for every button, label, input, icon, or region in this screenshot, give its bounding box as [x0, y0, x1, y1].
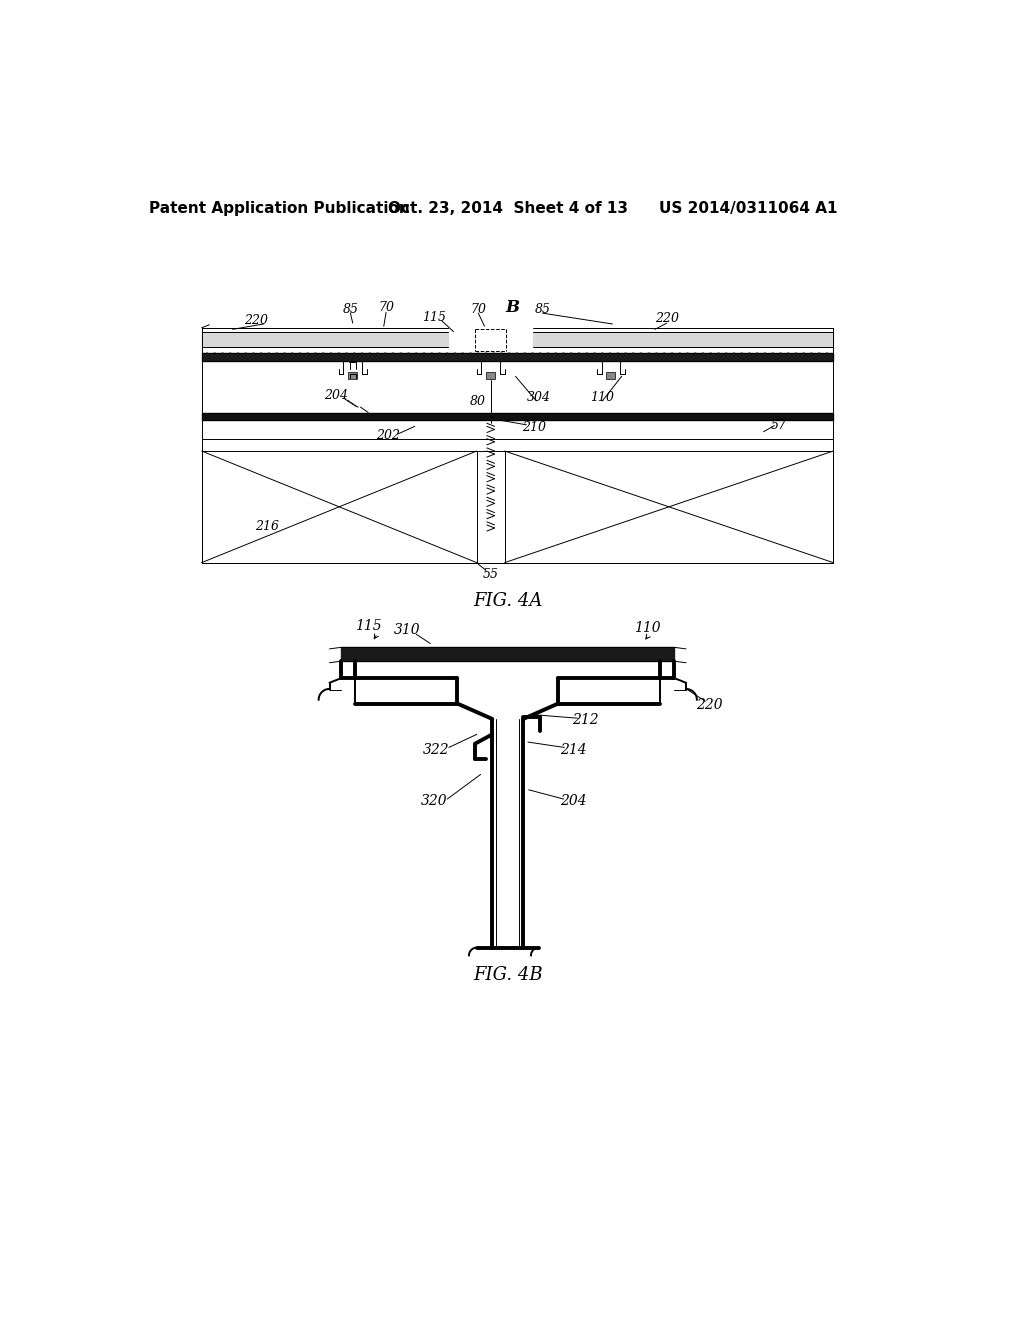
Text: 110: 110	[634, 622, 660, 635]
Text: 310: 310	[393, 623, 420, 636]
Bar	[486, 372, 496, 379]
Bar	[348, 372, 357, 379]
Text: 70: 70	[378, 301, 394, 314]
Text: Oct. 23, 2014  Sheet 4 of 13: Oct. 23, 2014 Sheet 4 of 13	[388, 201, 628, 216]
Text: Patent Application Publication: Patent Application Publication	[148, 201, 410, 216]
Text: B: B	[506, 300, 519, 317]
Bar	[606, 372, 615, 379]
Text: FIG. 4B: FIG. 4B	[473, 966, 543, 983]
Text: 115: 115	[422, 310, 446, 323]
Text: 212: 212	[572, 714, 599, 727]
Text: 216: 216	[256, 520, 280, 533]
Text: FIG. 4A: FIG. 4A	[473, 593, 543, 610]
Text: 115: 115	[355, 619, 382, 632]
Text: 57: 57	[771, 418, 787, 432]
Text: US 2014/0311064 A1: US 2014/0311064 A1	[658, 201, 838, 216]
Text: 202: 202	[376, 429, 399, 442]
Text: 85: 85	[342, 302, 358, 315]
Text: 220: 220	[244, 314, 268, 326]
Text: 204: 204	[324, 389, 348, 403]
Text: 55: 55	[482, 568, 499, 581]
Text: 220: 220	[654, 312, 679, 325]
Text: 320: 320	[421, 795, 447, 808]
Text: 214: 214	[560, 743, 587, 756]
Text: 304: 304	[526, 391, 551, 404]
Text: 322: 322	[423, 743, 450, 756]
Text: 70: 70	[470, 302, 486, 315]
Text: 210: 210	[522, 421, 546, 434]
Text: 110: 110	[590, 391, 614, 404]
Text: 80: 80	[470, 395, 486, 408]
Text: 220: 220	[696, 698, 723, 711]
Text: 204: 204	[560, 795, 587, 808]
Text: 85: 85	[535, 302, 551, 315]
